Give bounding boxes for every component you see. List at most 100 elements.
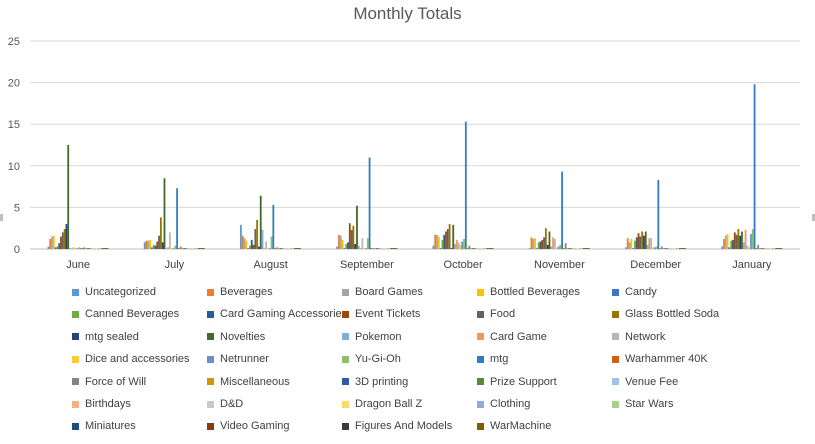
bar	[194, 248, 196, 249]
bar	[384, 248, 387, 249]
bar	[446, 229, 449, 249]
legend-swatch	[207, 310, 214, 318]
bar	[659, 248, 662, 249]
chart-title: Monthly Totals	[353, 4, 462, 23]
legend-swatch	[342, 378, 349, 386]
bar	[778, 248, 781, 249]
bar	[249, 245, 251, 249]
bar	[156, 241, 159, 249]
bar	[466, 248, 469, 249]
bar	[762, 248, 765, 249]
legend-item: Netrunner	[207, 351, 269, 367]
legend-swatch	[207, 422, 214, 430]
bar	[188, 248, 191, 249]
bar	[570, 248, 572, 249]
legend-swatch	[477, 400, 484, 408]
bar	[728, 247, 731, 249]
bar	[258, 246, 260, 249]
bar	[652, 247, 654, 249]
legend-swatch	[612, 355, 619, 363]
bar	[473, 248, 476, 249]
bar	[760, 248, 763, 249]
legend-label: Dice and accessories	[85, 353, 190, 366]
legend-swatch	[72, 310, 79, 318]
bar	[368, 157, 371, 249]
bar	[183, 248, 186, 249]
bar	[390, 248, 393, 249]
bar	[377, 248, 380, 249]
bar	[550, 246, 553, 249]
legend-label: Bottled Beverages	[490, 286, 580, 298]
legend-swatch	[477, 288, 484, 296]
bar	[534, 238, 536, 249]
bar	[630, 239, 633, 249]
bar	[167, 247, 169, 249]
bar	[579, 248, 581, 249]
bar	[680, 248, 683, 249]
bar	[177, 248, 180, 249]
x-tick-label: September	[340, 259, 394, 271]
bar	[546, 244, 549, 249]
legend-label: 3D printing	[355, 375, 409, 388]
legend-swatch	[612, 400, 619, 408]
x-tick-label: August	[254, 259, 288, 271]
bar	[154, 245, 157, 249]
bar	[486, 248, 489, 249]
x-tick-label: July	[165, 259, 185, 271]
bar	[145, 240, 148, 249]
legend-label: Pokemon	[355, 330, 402, 343]
bar	[639, 236, 642, 249]
bar	[661, 246, 663, 249]
bar	[530, 237, 533, 249]
bar	[586, 248, 589, 249]
bar	[454, 244, 456, 249]
legend-swatch	[612, 310, 619, 318]
legend-item: Star Wars	[612, 396, 674, 412]
legend-label: Beverages	[220, 286, 273, 298]
legend-label: Miscellaneous	[220, 375, 290, 388]
legend-label: Miniatures	[85, 420, 136, 433]
legend-swatch	[342, 400, 349, 408]
bar	[90, 248, 93, 249]
bar	[168, 232, 171, 249]
y-tick-label: 25	[8, 36, 20, 48]
legend-item: Dice and accessories	[72, 351, 190, 367]
bar	[750, 234, 752, 249]
bar	[283, 248, 286, 249]
bar	[203, 248, 205, 249]
bar	[375, 248, 378, 249]
bar	[464, 121, 467, 249]
bar	[773, 248, 776, 249]
bar	[452, 224, 455, 249]
bar	[60, 236, 62, 249]
bar	[671, 248, 674, 249]
bar	[347, 242, 349, 249]
bar	[361, 238, 364, 249]
bar	[395, 248, 398, 249]
legend-label: Prize Support	[490, 375, 557, 388]
bar	[588, 248, 590, 249]
bar	[165, 248, 168, 249]
bar	[372, 248, 375, 249]
bar	[537, 242, 540, 249]
bar	[677, 248, 680, 249]
bar	[292, 248, 295, 249]
bar	[370, 248, 373, 249]
bar	[363, 248, 366, 249]
legend-item: Figures And Models	[342, 418, 452, 434]
bar	[263, 248, 266, 249]
bar	[584, 248, 587, 249]
legend-item: Yu-Gi-Oh	[342, 351, 401, 367]
bar	[742, 242, 745, 249]
bar	[643, 235, 645, 249]
bar	[152, 244, 155, 249]
bar	[338, 234, 340, 249]
bar	[457, 242, 460, 249]
bar	[461, 241, 464, 249]
bar	[186, 248, 189, 249]
bar	[632, 248, 635, 249]
legend-label: Video Gaming	[220, 420, 290, 433]
bar	[195, 248, 198, 249]
bar	[744, 229, 747, 249]
bar	[732, 239, 734, 249]
